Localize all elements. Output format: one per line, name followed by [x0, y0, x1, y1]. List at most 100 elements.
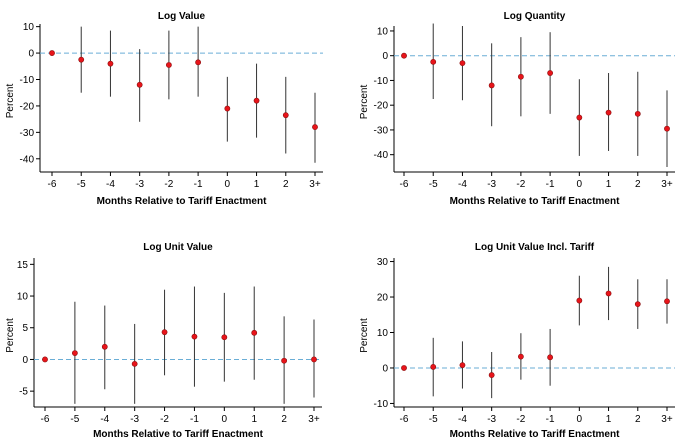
panel-4-xtick-label: 0 [577, 414, 583, 425]
panel-4-title: Log Unit Value Incl. Tariff [475, 242, 595, 253]
panel-2-ytick-label: 0 [382, 51, 388, 62]
panel-1-ytick-label: 0 [28, 49, 34, 60]
panel-3-xtick-label: -3 [130, 414, 139, 425]
panel-3-point [131, 360, 138, 367]
panel-1-point [253, 97, 260, 104]
panel-3-title: Log Unit Value [143, 242, 213, 253]
panel-4-point [430, 364, 437, 370]
panel-3-point [311, 356, 317, 363]
panel-2-xtick-label: 3+ [661, 179, 673, 190]
panel-4-ytick-label: 10 [377, 328, 389, 339]
panel-2-point [401, 52, 407, 59]
panel-1-point [78, 56, 85, 63]
panel-4-point [576, 297, 583, 304]
panel-1-xtick-label: -2 [164, 179, 173, 190]
panel-3-xtick-label: 0 [222, 414, 228, 425]
panel-4-xtick-label: -1 [546, 414, 555, 425]
panel-1-xtick-label: -5 [77, 179, 86, 190]
panel-3-xtick-label: -1 [190, 414, 199, 425]
panel-3-point [42, 356, 48, 363]
panel-1-xtick-label: -6 [48, 179, 57, 190]
panel-4-point [401, 365, 407, 371]
panel-1-point [49, 50, 55, 56]
panel-3-xtick-label: 1 [251, 414, 257, 425]
panel-3-ylabel: Percent [5, 318, 16, 353]
panel-1-xtick-label: -4 [106, 179, 115, 190]
panel-1-xtick-label: 1 [254, 179, 260, 190]
panel-2-title: Log Quantity [504, 11, 566, 22]
panel-1-point [282, 112, 289, 119]
panel-2-point [430, 58, 437, 65]
panel-2-point [664, 125, 670, 132]
panel-2-point [547, 70, 554, 76]
panel-3-xtick-label: -6 [41, 414, 50, 425]
panel-4-point [517, 353, 524, 360]
panel-3-xtick-label: -2 [160, 414, 169, 425]
panel-3-xtick-label: 3+ [308, 414, 320, 425]
panel-3-ytick-label: 0 [22, 355, 28, 366]
panel-4-point [605, 290, 612, 297]
panel-4-xtick-label: -3 [487, 414, 496, 425]
panel-3-point [251, 329, 258, 336]
panel-2-xtick-label: 2 [635, 179, 641, 190]
panel-1-point [165, 62, 172, 68]
panel-4-xtick-label: -6 [400, 414, 409, 425]
panel-3-ytick-label: 10 [17, 292, 29, 303]
panel-2-ytick-label: -10 [374, 76, 389, 87]
panel-2-point [517, 73, 524, 80]
panel-4-ytick-label: 0 [382, 363, 388, 374]
panel-1-ytick-label: -30 [20, 128, 35, 139]
panel-4-xtick-label: 2 [635, 414, 641, 425]
panel-4-xtick-label: 3+ [661, 414, 673, 425]
panel-4-point [459, 362, 466, 369]
panel-4-xlabel: Months Relative to Tariff Enactment [450, 429, 621, 440]
panel-3-point [221, 334, 228, 341]
panel-1-ytick-label: -10 [20, 75, 35, 86]
panel-1-xtick-label: 2 [283, 179, 289, 190]
panel-2-point [488, 82, 495, 89]
panel-1-xtick-label: 0 [225, 179, 231, 190]
panel-3-xtick-label: -5 [70, 414, 79, 425]
panel-3-xtick-label: -4 [100, 414, 109, 425]
panel-3-ytick-label: -5 [19, 387, 28, 398]
panel-3-ytick-label: 5 [22, 323, 28, 334]
panel-3-point [71, 350, 78, 357]
panel-2-ytick-label: -30 [374, 125, 389, 136]
panel-3-xlabel: Months Relative to Tariff Enactment [93, 429, 264, 440]
panel-2-xtick-label: -3 [487, 179, 496, 190]
panel-4-ytick-label: 20 [377, 293, 389, 304]
panel-1-xlabel: Months Relative to Tariff Enactment [97, 196, 268, 207]
panel-4-point [664, 298, 670, 305]
panel-3-point [281, 357, 288, 364]
panel-2-point [576, 114, 583, 121]
panel-2-ytick-label: 10 [377, 26, 389, 37]
panel-4-point [547, 354, 554, 361]
panel-4-ylabel: Percent [359, 318, 370, 353]
panel-4-point [488, 372, 495, 378]
panel-2-xtick-label: -1 [546, 179, 555, 190]
panel-2-point [634, 110, 641, 117]
panel-2-ytick-label: -40 [374, 150, 389, 161]
panel-3-point [161, 329, 168, 336]
panel-1-xtick-label: 3+ [309, 179, 321, 190]
panel-2-xlabel: Months Relative to Tariff Enactment [450, 196, 621, 207]
panel-2-point [605, 109, 612, 116]
panel-2-xtick-label: -2 [516, 179, 525, 190]
panel-3-xtick-label: 2 [281, 414, 287, 425]
panel-3-point [191, 333, 198, 340]
panel-1-xtick-label: -1 [194, 179, 203, 190]
panel-1-point [136, 81, 143, 88]
panel-1-xtick-label: -3 [135, 179, 144, 190]
panel-4-ytick-label: -10 [374, 399, 389, 410]
panel-1-point [195, 59, 202, 66]
panel-3-point [101, 343, 108, 350]
panel-1-point [107, 60, 114, 67]
panel-4-xtick-label: -5 [429, 414, 438, 425]
panel-2-xtick-label: 1 [606, 179, 612, 190]
panel-4-point [634, 301, 641, 308]
panel-1-ytick-label: 10 [23, 22, 35, 33]
panel-1-ytick-label: -40 [20, 154, 35, 165]
panel-4-xtick-label: -4 [458, 414, 467, 425]
panel-4-xtick-label: -2 [516, 414, 525, 425]
